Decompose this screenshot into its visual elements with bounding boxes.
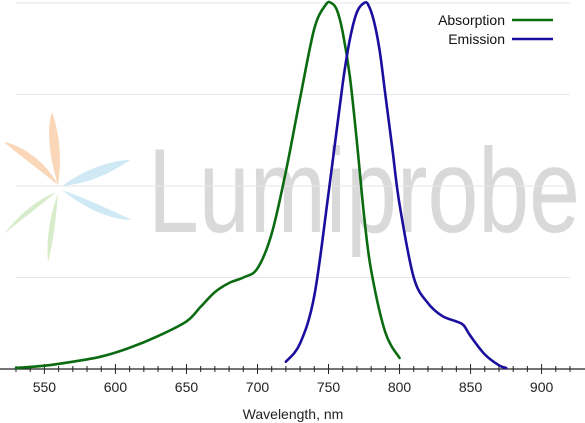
watermark-petal-orange-tall <box>49 112 60 185</box>
series-line-emission <box>284 0 508 370</box>
legend-label-emission: Emission <box>448 31 505 47</box>
x-tick-label: 550 <box>33 379 57 395</box>
watermark-petal-blue-low <box>62 190 132 220</box>
x-tick-label: 800 <box>388 379 412 395</box>
x-axis-title: Wavelength, nm <box>243 406 344 422</box>
grid <box>16 2 570 278</box>
legend: Absorption Emission <box>438 12 553 47</box>
x-tick-label: 850 <box>459 379 483 395</box>
watermark-petal-blue <box>62 160 130 186</box>
x-tick-label: 900 <box>530 379 554 395</box>
series-line-absorption <box>14 0 401 370</box>
x-axis: 550 600 650 700 750 800 850 900 <box>0 364 585 395</box>
watermark: Lumiprobe <box>4 112 580 262</box>
watermark-petal-green <box>4 192 56 234</box>
watermark-petal-orange <box>4 142 58 185</box>
watermark-petal-green-tall <box>47 194 58 262</box>
watermark-logo-icon <box>4 112 132 262</box>
series-group <box>14 0 508 370</box>
x-tick-label: 700 <box>246 379 270 395</box>
legend-label-absorption: Absorption <box>438 12 505 28</box>
x-tick-label: 750 <box>317 379 341 395</box>
watermark-text: Lumiprobe <box>148 124 580 258</box>
x-tick-label: 650 <box>175 379 199 395</box>
x-tick-label: 600 <box>104 379 128 395</box>
